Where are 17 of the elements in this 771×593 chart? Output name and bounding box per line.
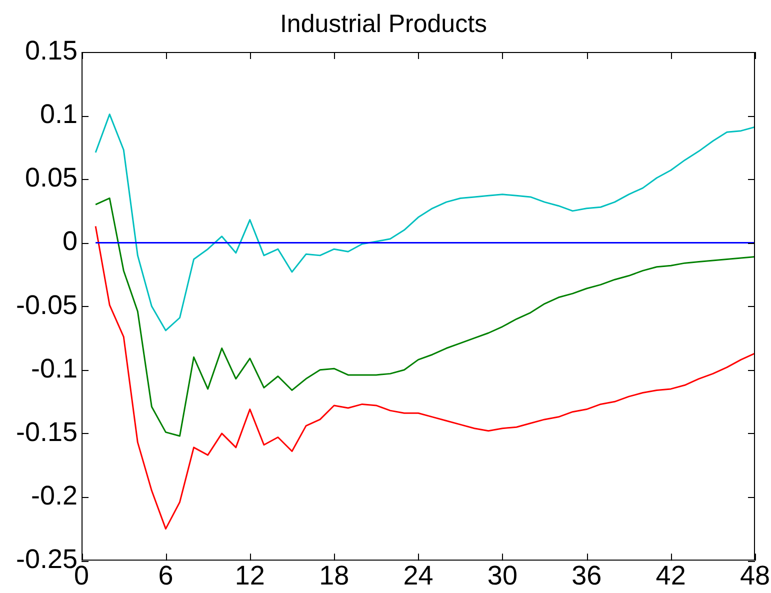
x-tick-label: 30 <box>487 560 518 590</box>
x-tick-label: 36 <box>572 560 602 590</box>
y-tick-label: -0.15 <box>16 416 78 447</box>
y-tick-label: 0.05 <box>24 162 78 193</box>
x-tick-label: 24 <box>403 560 434 590</box>
y-tick-label: -0.05 <box>16 290 78 320</box>
x-tick-label: 6 <box>158 560 174 590</box>
y-tick-label: 0 <box>62 226 78 256</box>
y-tick-label: -0.1 <box>31 353 78 384</box>
y-tick-label: -0.2 <box>31 480 78 510</box>
chart-title: Industrial Products <box>280 10 488 38</box>
x-tick-label: 18 <box>319 560 350 590</box>
x-tick-label: 42 <box>656 560 686 590</box>
x-tick-label: 48 <box>740 560 770 590</box>
y-tick-label: 0.1 <box>40 99 78 130</box>
x-tick-label: 12 <box>234 560 265 590</box>
y-tick-label: 0.15 <box>24 35 78 66</box>
